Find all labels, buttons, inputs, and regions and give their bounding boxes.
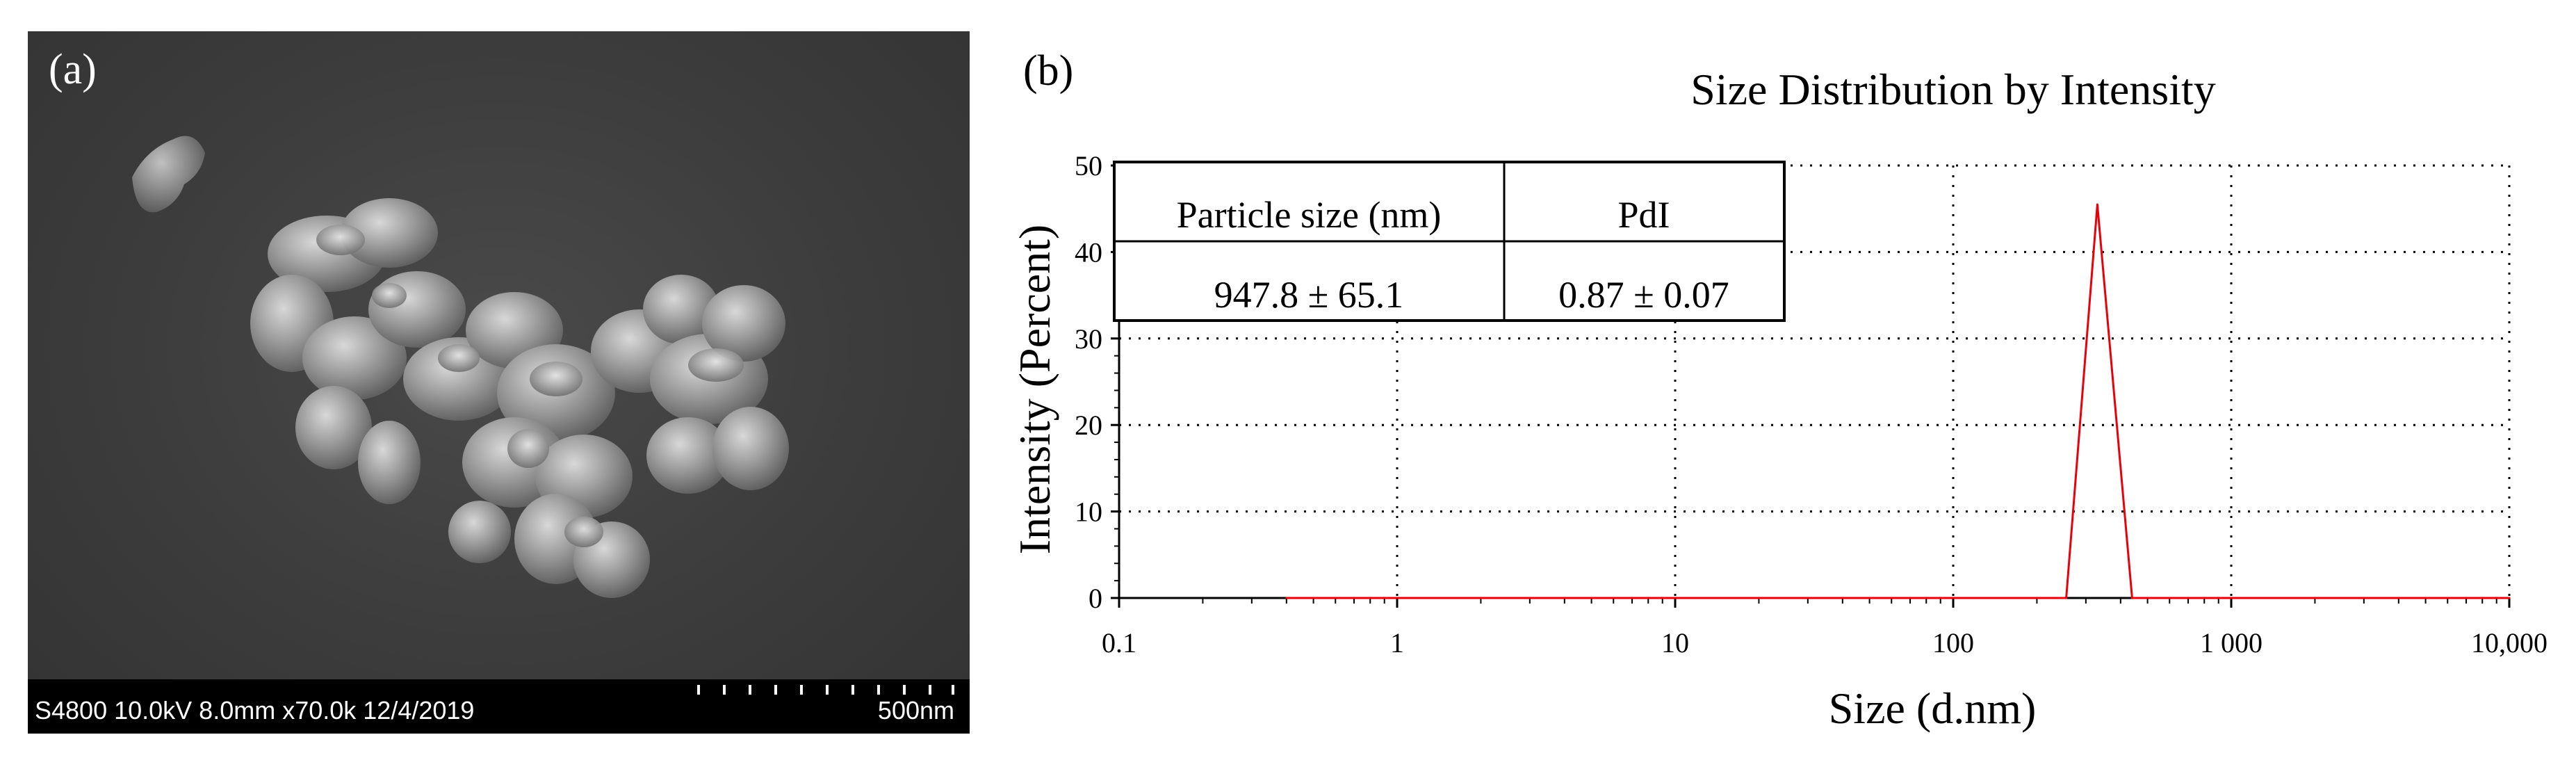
y-tick-label: 0 xyxy=(1089,583,1102,614)
chart-title: Size Distribution by Intensity xyxy=(1690,65,2216,114)
x-tick-label: 1 xyxy=(1390,627,1404,658)
x-tick-label: 100 xyxy=(1932,627,1974,658)
y-tick-label: 20 xyxy=(1075,410,1102,441)
table-header-pdi: PdI xyxy=(1617,194,1670,236)
panel-a-label: (a) xyxy=(49,46,97,93)
data-point xyxy=(2508,597,2511,599)
scale-bar-ticks xyxy=(697,685,954,695)
y-tick-label: 30 xyxy=(1075,323,1102,355)
sem-info-bar: S4800 10.0kV 8.0mm x70.0k 12/4/2019 500n… xyxy=(28,679,970,734)
table-header-particle-size: Particle size (nm) xyxy=(1177,194,1442,236)
size-distribution-chart: (b) Size Distribution by Intensity Inten… xyxy=(1010,47,2548,733)
particle-aggregate xyxy=(132,136,789,598)
data-point xyxy=(2096,203,2098,206)
series-layer xyxy=(1285,203,2511,599)
y-tick-label: 40 xyxy=(1075,236,1102,268)
sem-image: (a) S4800 10.0kV 8.0mm x70.0k 12/4/2019 … xyxy=(28,31,970,734)
data-point xyxy=(2065,597,2068,599)
x-tick-label: 10,000 xyxy=(2471,627,2548,658)
x-axis-label: Size (d.nm) xyxy=(1829,684,2037,733)
table-cell-particle-size: 947.8 ± 65.1 xyxy=(1214,274,1404,316)
panel-b-label: (b) xyxy=(1023,47,1073,95)
y-tick-label: 50 xyxy=(1075,150,1102,181)
data-point xyxy=(1285,597,1288,599)
y-axis-label: Intensity (Percent) xyxy=(1010,225,1059,555)
grid-lines xyxy=(1119,164,2511,598)
y-tick-label: 10 xyxy=(1075,496,1102,528)
data-point xyxy=(2130,597,2133,599)
scale-bar-label: 500nm xyxy=(877,696,954,725)
x-tick-label: 1 000 xyxy=(2200,627,2263,658)
x-tick-label: 10 xyxy=(1661,627,1689,658)
table-cell-pdi: 0.87 ± 0.07 xyxy=(1558,274,1729,316)
sem-acquisition-info: S4800 10.0kV 8.0mm x70.0k 12/4/2019 xyxy=(35,696,475,725)
x-tick-label: 0.1 xyxy=(1102,627,1136,658)
results-table: Particle size (nm) PdI 947.8 ± 65.1 0.87… xyxy=(1113,161,1786,322)
